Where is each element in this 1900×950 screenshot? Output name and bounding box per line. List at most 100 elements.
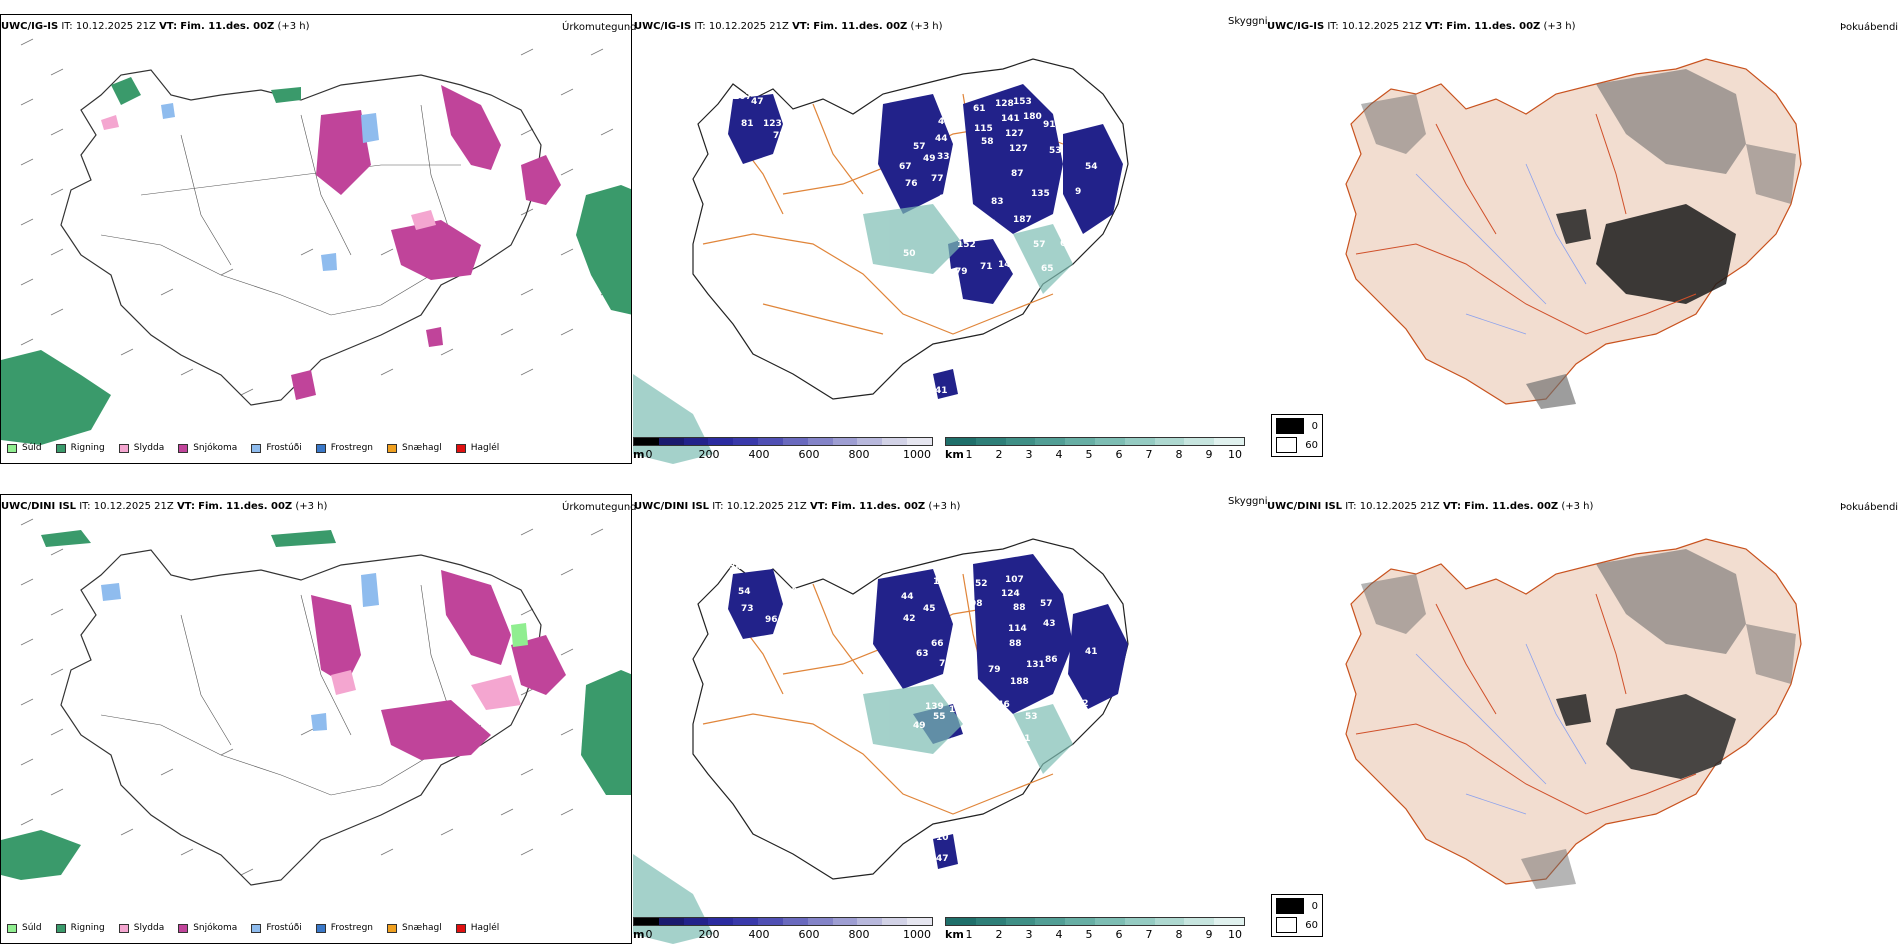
- legend-label: Rigning: [70, 923, 105, 933]
- legend-swatch: [118, 923, 129, 933]
- it-value: 10.12.2025 21Z: [726, 501, 807, 512]
- legend-label: Haglél: [470, 443, 500, 453]
- legend-item: Slydda: [118, 443, 165, 453]
- fog-label: 0: [1311, 900, 1318, 912]
- vis-label: 69: [1060, 239, 1073, 249]
- vis-label: 57: [1040, 599, 1053, 609]
- vis-label: 65: [1041, 264, 1054, 274]
- fog-legend-row: 0: [1276, 418, 1318, 434]
- legend-label: Snæhagl: [402, 443, 442, 453]
- legend-label: Súld: [22, 443, 42, 453]
- vis-label: 180: [1023, 112, 1042, 122]
- snow-areas: [291, 85, 561, 400]
- vis-label: 47: [936, 854, 949, 864]
- legend-swatch: [178, 923, 189, 933]
- vis-label: 50: [903, 249, 916, 259]
- lead-time: (+3 h): [928, 501, 961, 512]
- panel-title-visibility: Skyggni: [1228, 496, 1268, 507]
- freezing-drizzle-areas: [161, 103, 379, 271]
- it-label: IT:: [79, 501, 91, 512]
- vis-label: 81: [741, 119, 754, 129]
- model-name: UWC/IG-IS: [634, 21, 692, 32]
- panel-title-precip-type: Úrkomutegund: [562, 502, 637, 513]
- fog-shading: [1361, 69, 1796, 409]
- sleet-areas: [331, 670, 521, 710]
- vt-label: VT:: [1442, 501, 1461, 512]
- vis-label: 105: [949, 705, 968, 715]
- wind-barbs: [20, 38, 614, 396]
- legend-swatch: [7, 443, 17, 453]
- vis-label: 135: [1031, 189, 1050, 199]
- header-fog-top: UWC/IG-IS IT: 10.12.2025 21Z VT: Fim. 11…: [1267, 21, 1576, 33]
- vis-label: 61: [973, 104, 986, 114]
- vis-label: 88: [1013, 603, 1026, 613]
- it-value: 10.12.2025 21Z: [708, 21, 789, 32]
- vis-label: 10: [936, 833, 949, 843]
- vis-label: 108: [933, 577, 952, 587]
- visibility-colorbar-bottom: [945, 917, 1245, 926]
- vis-label: 72: [773, 131, 786, 141]
- legend-item: Snjókoma: [178, 923, 237, 933]
- precip-type-map-bottom: [1, 518, 631, 886]
- tick-label: 200: [698, 928, 720, 941]
- fog-map-top: [1345, 58, 1802, 409]
- visibility-value-labels: 81 107 47 123 72 50 57 67 76 49 44 33 41…: [733, 92, 1098, 396]
- legend-item: Haglél: [455, 923, 499, 933]
- vis-label: 111: [833, 724, 852, 734]
- precip-type-legend-bottom: Súld Rigning Slydda Snjókoma Frostúði Fr…: [7, 923, 513, 933]
- vis-label: 52: [975, 579, 988, 589]
- vis-label: 107: [733, 92, 752, 102]
- vis-label: 142: [998, 260, 1017, 270]
- vis-label: 107: [1005, 575, 1024, 585]
- legend-label: Súld: [22, 923, 42, 933]
- fog-legend-bottom: 0 60: [1271, 894, 1323, 937]
- precip-type-panel-bottom: Súld Rigning Slydda Snjókoma Frostúði Fr…: [0, 494, 632, 944]
- header-fog-bottom: UWC/DINI ISL IT: 10.12.2025 21Z VT: Fim.…: [1267, 501, 1593, 513]
- vt-label: VT:: [792, 21, 811, 32]
- rivers: [1415, 163, 1587, 335]
- elevation-colorbar-bottom: [633, 917, 933, 926]
- fog-swatch: [1276, 418, 1304, 434]
- vis-label: 71: [980, 262, 993, 272]
- it-value: 10.12.2025 21Z: [1359, 501, 1440, 512]
- model-name: UWC/DINI ISL: [1267, 501, 1343, 512]
- vis-label: 42: [903, 614, 916, 624]
- it-label: IT:: [61, 21, 73, 32]
- it-label: IT:: [1327, 21, 1339, 32]
- panel-title-precip-type: Úrkomutegund: [562, 22, 637, 33]
- fog-swatch: [1276, 437, 1298, 453]
- vis-label: 54: [1085, 162, 1098, 172]
- visibility-map-top: 81 107 47 123 72 50 57 67 76 49 44 33 41…: [633, 58, 1129, 464]
- visibility-unit: km: [945, 928, 964, 941]
- vis-label: 96: [765, 615, 778, 625]
- lead-time: (+3 h): [277, 21, 310, 32]
- tick-label: 4: [1055, 928, 1063, 941]
- vis-label: 43: [1043, 619, 1056, 629]
- fog-map-bottom: [1345, 538, 1802, 889]
- legend-label: Slydda: [133, 443, 165, 453]
- legend-item: Rigning: [55, 443, 105, 453]
- fog-legend-top: 0 60: [1271, 414, 1323, 457]
- panel-title-fog: Þokuábendi: [1840, 502, 1899, 513]
- legend-label: Frostregn: [330, 923, 374, 933]
- tick-label: 400: [748, 448, 770, 461]
- vis-label: 66: [969, 685, 982, 695]
- legend-item: Frostúði: [251, 443, 302, 453]
- panel-title-visibility: Skyggni: [1228, 16, 1268, 27]
- vis-label: 100: [785, 587, 804, 597]
- header-precip-top: UWC/IG-IS IT: 10.12.2025 21Z VT: Fim. 11…: [1, 21, 310, 33]
- vis-label: 45: [923, 604, 936, 614]
- roads: [1355, 113, 1697, 335]
- tick-label: 0: [645, 928, 653, 941]
- vis-label: 115: [974, 124, 993, 134]
- legend-item: Snæhagl: [387, 443, 442, 453]
- vis-label: 15: [1009, 282, 1022, 292]
- model-name: UWC/DINI ISL: [634, 501, 710, 512]
- tick-label: 600: [798, 928, 820, 941]
- vis-label: 127: [1005, 129, 1024, 139]
- panel-title-fog: Þokuábendi: [1840, 22, 1899, 33]
- legend-item: Súld: [7, 443, 42, 453]
- tick-label: 9: [1205, 928, 1213, 941]
- legend-swatch: [455, 443, 466, 453]
- legend-swatch: [55, 443, 66, 453]
